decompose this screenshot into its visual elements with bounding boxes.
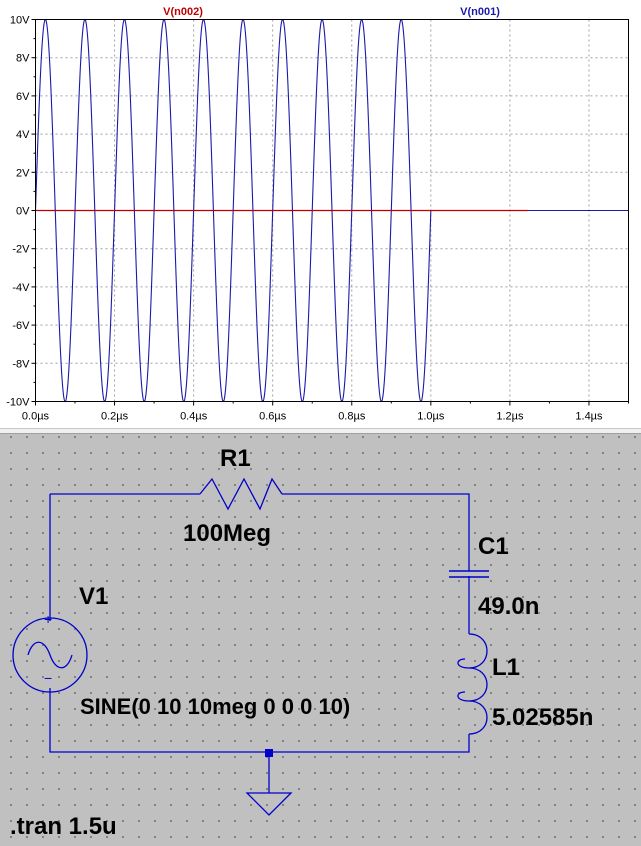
waveform-viewer[interactable]: 10V 8V 6V 4V 2V 0V -2V -4V -6V -8V -10V 0.0µs 0.2µs… (0, 0, 641, 428)
x-tick-label: 1.0µs (417, 411, 445, 423)
y-axis-ticks: 10V 8V 6V 4V 2V 0V -2V -4V -6V -8V -10V (6, 15, 36, 409)
x-tick-label: 0.0µs (22, 411, 50, 423)
panel-divider[interactable] (0, 428, 641, 434)
x-tick-label: 1.4µs (575, 411, 603, 423)
y-tick-label: -10V (6, 397, 30, 409)
tran-directive[interactable]: .tran 1.5u (10, 813, 117, 840)
trace-vn001 (34, 18, 629, 403)
voltage-source-v1[interactable]: + − V1 SINE(0 10 10meg 0 0 0 10) (12, 583, 350, 719)
resistor-r1[interactable]: R1 100Meg (183, 445, 283, 547)
minus-terminal: − (44, 670, 52, 686)
y-tick-label: -4V (12, 282, 30, 294)
plot-frame (35, 19, 629, 402)
c1-value[interactable]: 49.0n (478, 593, 539, 620)
source-circle (12, 617, 88, 693)
y-tick-label: 10V (10, 15, 30, 27)
x-tick-label: 0.2µs (101, 411, 129, 423)
schematic-editor[interactable]: R1 100Meg C1 49.0n L1 5.02585n + − V1 SI… (0, 434, 641, 846)
trace-label-vn001[interactable]: V(n001) (460, 6, 500, 18)
ground-icon (245, 792, 293, 816)
trace-layer (34, 18, 629, 403)
y-tick-label: 2V (16, 167, 30, 179)
inductor-symbol (468, 633, 488, 735)
schematic-canvas[interactable]: R1 100Meg C1 49.0n L1 5.02585n + − V1 SI… (0, 434, 641, 846)
x-axis-ticks: 0.0µs 0.2µs 0.4µs 0.6µs 0.8µs 1.0µs 1.2µs 1.4µs (22, 401, 629, 423)
junction-dot (265, 749, 273, 757)
r1-name[interactable]: R1 (220, 445, 251, 472)
waveform-plot[interactable]: 10V 8V 6V 4V 2V 0V -2V -4V -6V -8V -10V 0.0µs 0.2µs… (0, 0, 641, 428)
x-tick-label: 0.6µs (259, 411, 287, 423)
resistor-symbol (199, 477, 283, 511)
y-tick-label: 0V (16, 206, 30, 218)
l1-name[interactable]: L1 (492, 654, 520, 681)
y-tick-label: -8V (12, 358, 30, 370)
plus-terminal: + (44, 611, 52, 627)
wires[interactable] (49, 493, 470, 793)
c1-name[interactable]: C1 (478, 533, 509, 560)
v1-name[interactable]: V1 (79, 583, 108, 610)
r1-value[interactable]: 100Meg (183, 520, 271, 547)
x-tick-label: 1.2µs (496, 411, 524, 423)
y-tick-label: -2V (12, 244, 30, 256)
y-tick-label: 6V (16, 91, 30, 103)
trace-label-vn002[interactable]: V(n002) (163, 6, 203, 18)
y-tick-label: -6V (12, 320, 30, 332)
capacitor-c1[interactable]: C1 49.0n (449, 533, 539, 620)
v1-value[interactable]: SINE(0 10 10meg 0 0 0 10) (80, 694, 350, 719)
x-tick-label: 0.4µs (180, 411, 208, 423)
y-tick-label: 8V (16, 53, 30, 65)
l1-value[interactable]: 5.02585n (492, 704, 593, 731)
x-tick-label: 0.8µs (338, 411, 366, 423)
y-tick-label: 4V (16, 129, 30, 141)
sine-icon (27, 641, 73, 669)
inductor-l1[interactable]: L1 5.02585n (457, 633, 593, 735)
ground-symbol[interactable] (245, 749, 293, 816)
